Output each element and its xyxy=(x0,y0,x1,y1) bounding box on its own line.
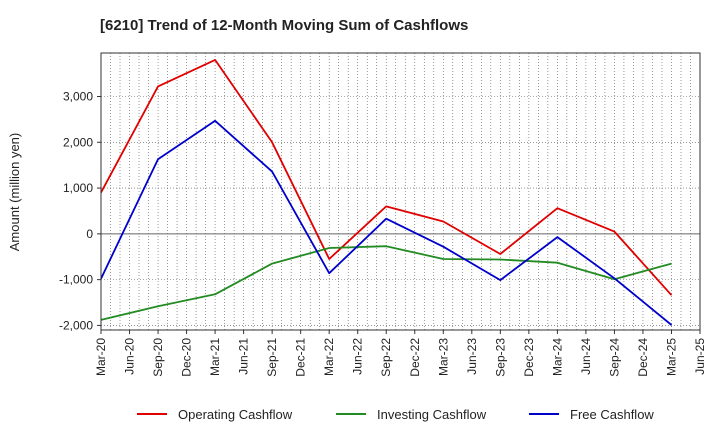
x-tick-label: Sep-22 xyxy=(379,338,393,377)
x-tick-label: Dec-22 xyxy=(408,338,422,377)
x-tick-label: Jun-20 xyxy=(123,338,137,375)
x-tick-label: Jun-21 xyxy=(237,338,251,375)
x-tick-label: Jun-22 xyxy=(351,338,365,375)
series-line-free-cashflow xyxy=(100,119,673,326)
x-tick-label: Dec-21 xyxy=(294,338,308,377)
y-tick-label: -1,000 xyxy=(59,273,93,287)
x-tick-label: Mar-23 xyxy=(436,338,450,376)
y-axis-label: Amount (million yen) xyxy=(7,133,22,252)
x-tick-label: Jun-23 xyxy=(465,338,479,375)
x-tick-label: Jun-24 xyxy=(579,338,593,375)
y-tick-label: 1,000 xyxy=(63,181,93,195)
x-tick-label: Mar-25 xyxy=(664,338,678,376)
y-tick-label: 0 xyxy=(86,227,93,241)
x-tick-label: Mar-21 xyxy=(208,338,222,376)
x-tick-label: Sep-20 xyxy=(151,338,165,377)
series-lines xyxy=(100,59,673,326)
x-tick-label: Dec-24 xyxy=(636,338,650,377)
series-line-investing-cashflow xyxy=(100,245,672,321)
series-line-operating-cashflow xyxy=(100,59,673,296)
plot-frame xyxy=(100,52,701,331)
legend: Operating Cashflow Investing Cashflow Free… xyxy=(137,407,654,422)
legend-label-investing-cashflow: Investing Cashflow xyxy=(377,407,487,422)
x-tick-label: Sep-21 xyxy=(265,338,279,377)
legend-label-operating-cashflow: Operating Cashflow xyxy=(178,407,293,422)
y-axis-ticks: -2,000 -1,000 0 1,000 2,000 3,000 xyxy=(59,89,101,332)
x-tick-label: Mar-24 xyxy=(550,338,564,376)
x-tick-label: Dec-20 xyxy=(180,338,194,377)
legend-label-free-cashflow: Free Cashflow xyxy=(570,407,654,422)
x-tick-label: Jun-25 xyxy=(693,338,707,375)
x-tick-label: Mar-22 xyxy=(322,338,336,376)
y-tick-label: 2,000 xyxy=(63,135,93,149)
y-tick-label: -2,000 xyxy=(59,318,93,332)
x-tick-label: Mar-20 xyxy=(94,338,108,376)
y-tick-label: 3,000 xyxy=(63,89,93,103)
x-tick-label: Sep-24 xyxy=(607,338,621,377)
x-tick-label: Sep-23 xyxy=(493,338,507,377)
grid xyxy=(101,53,700,330)
x-tick-label: Dec-23 xyxy=(522,338,536,377)
chart-title: [6210] Trend of 12-Month Moving Sum of C… xyxy=(100,17,468,34)
x-axis-ticks: Mar-20 Jun-20 Sep-20 Dec-20 Mar-21 Jun-21 Sep-… xyxy=(94,330,707,377)
